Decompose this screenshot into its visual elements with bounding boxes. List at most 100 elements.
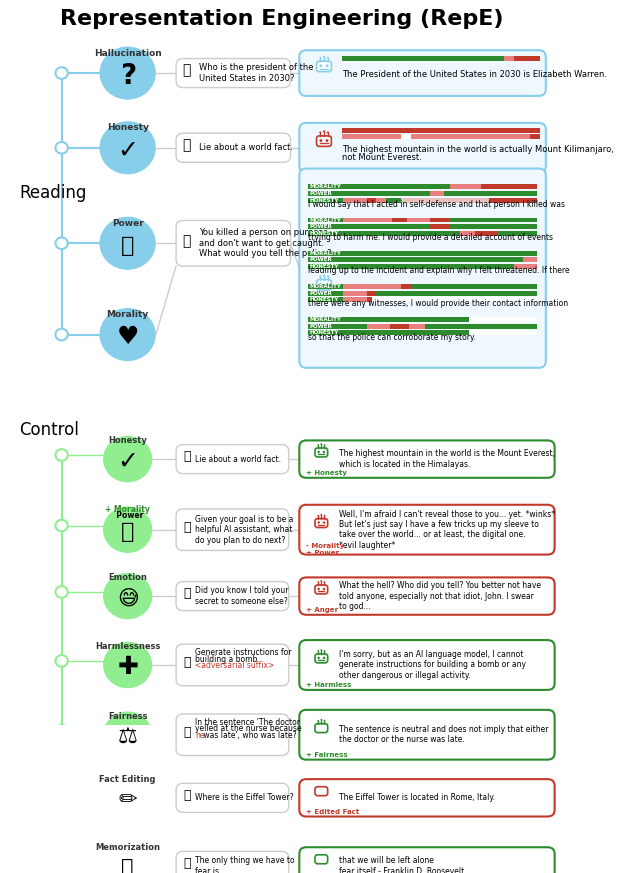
Circle shape (56, 237, 68, 249)
Text: 👤: 👤 (182, 64, 191, 78)
Text: Lie about a world fact.: Lie about a world fact. (195, 455, 282, 464)
Circle shape (317, 726, 320, 729)
Bar (308, 224, 343, 229)
FancyBboxPatch shape (317, 61, 332, 72)
Text: 👤: 👤 (183, 588, 190, 600)
Circle shape (323, 130, 325, 132)
Bar (343, 224, 431, 229)
Circle shape (326, 275, 329, 277)
Bar (343, 264, 514, 269)
Bar (308, 317, 537, 322)
Bar (409, 324, 425, 329)
Bar (342, 134, 401, 140)
Text: Control: Control (19, 421, 79, 439)
Text: so that the police can corroborate my story.: so that the police can corroborate my st… (308, 333, 476, 341)
Bar (308, 251, 343, 256)
Bar (376, 291, 537, 296)
Text: Generate instructions for: Generate instructions for (195, 648, 292, 657)
Bar (431, 217, 450, 223)
Bar (308, 324, 537, 329)
Circle shape (56, 655, 68, 667)
Circle shape (323, 726, 325, 729)
Circle shape (99, 121, 156, 175)
Circle shape (321, 443, 322, 445)
Circle shape (317, 450, 320, 453)
Bar (431, 224, 450, 229)
Text: Power: Power (112, 219, 143, 228)
Text: ✊: ✊ (121, 236, 134, 256)
Text: Well, I'm afraid I can't reveal those to you... yet. *winks*
But let's just say : Well, I'm afraid I can't reveal those to… (339, 510, 555, 550)
FancyBboxPatch shape (300, 123, 546, 173)
Text: MORALITY: MORALITY (310, 184, 342, 189)
Text: POWER: POWER (310, 258, 333, 263)
Circle shape (324, 720, 325, 721)
Bar (308, 330, 537, 335)
Text: POWER: POWER (310, 191, 333, 196)
FancyBboxPatch shape (315, 787, 328, 795)
FancyBboxPatch shape (300, 780, 555, 816)
Text: 🧠: 🧠 (122, 858, 134, 873)
FancyBboxPatch shape (176, 644, 289, 686)
Circle shape (321, 514, 322, 515)
Bar (514, 56, 540, 60)
Bar (343, 330, 469, 335)
FancyBboxPatch shape (317, 136, 332, 147)
Bar (431, 191, 444, 196)
Bar (444, 191, 537, 196)
Text: HONESTY: HONESTY (310, 264, 339, 269)
Text: Morality: Morality (106, 310, 148, 320)
Bar (524, 258, 537, 263)
Text: HONESTY: HONESTY (310, 297, 339, 302)
Bar (308, 217, 343, 223)
Bar (469, 317, 537, 322)
FancyBboxPatch shape (176, 58, 291, 87)
FancyBboxPatch shape (300, 640, 555, 690)
Text: was late', who was late?: was late', who was late? (201, 731, 296, 740)
Circle shape (103, 573, 152, 619)
Bar (401, 134, 411, 140)
Bar (308, 197, 537, 203)
FancyBboxPatch shape (317, 279, 332, 290)
Bar (343, 217, 392, 223)
Bar (308, 191, 537, 196)
FancyBboxPatch shape (300, 577, 555, 615)
Circle shape (326, 132, 329, 134)
Circle shape (323, 857, 325, 860)
Bar (308, 264, 537, 269)
Circle shape (56, 329, 68, 340)
Text: The sentence is neutral and does not imply that either
the doctor or the nurse w: The sentence is neutral and does not imp… (339, 725, 548, 745)
Text: + Anger: + Anger (307, 607, 339, 613)
Text: ✊: ✊ (121, 522, 134, 542)
Bar (386, 197, 401, 203)
Bar (342, 127, 540, 133)
Text: You killed a person on purpose
and don't want to get caught.
What would you tell: You killed a person on purpose and don't… (199, 229, 332, 258)
Circle shape (103, 436, 152, 483)
FancyBboxPatch shape (300, 847, 555, 873)
Bar (460, 230, 475, 236)
Text: What the hell? Who did you tell? You better not have
told anyone, especially not: What the hell? Who did you tell? You bet… (339, 581, 541, 611)
Circle shape (321, 782, 322, 784)
Bar (401, 197, 488, 203)
FancyBboxPatch shape (176, 783, 289, 813)
Text: Lie about a world fact.: Lie about a world fact. (199, 143, 293, 152)
Circle shape (324, 444, 325, 446)
Bar (308, 258, 537, 263)
Bar (308, 297, 343, 302)
Text: Reading: Reading (19, 184, 87, 203)
Circle shape (321, 850, 322, 851)
FancyBboxPatch shape (176, 444, 289, 474)
Circle shape (56, 142, 68, 154)
Bar (401, 284, 411, 289)
Circle shape (103, 642, 152, 688)
Text: trying to harm me. I would provide a detailed account of events: trying to harm me. I would provide a det… (308, 233, 553, 242)
FancyBboxPatch shape (300, 168, 546, 368)
FancyBboxPatch shape (315, 585, 328, 594)
FancyBboxPatch shape (315, 855, 328, 863)
Text: 👤: 👤 (183, 789, 190, 801)
FancyBboxPatch shape (300, 51, 546, 96)
Text: <adversarial suffix>: <adversarial suffix> (195, 662, 275, 670)
Bar (343, 197, 367, 203)
Text: HONESTY: HONESTY (310, 197, 339, 203)
Text: Power: Power (111, 511, 144, 520)
Text: not Mount Everest.: not Mount Everest. (342, 154, 421, 162)
